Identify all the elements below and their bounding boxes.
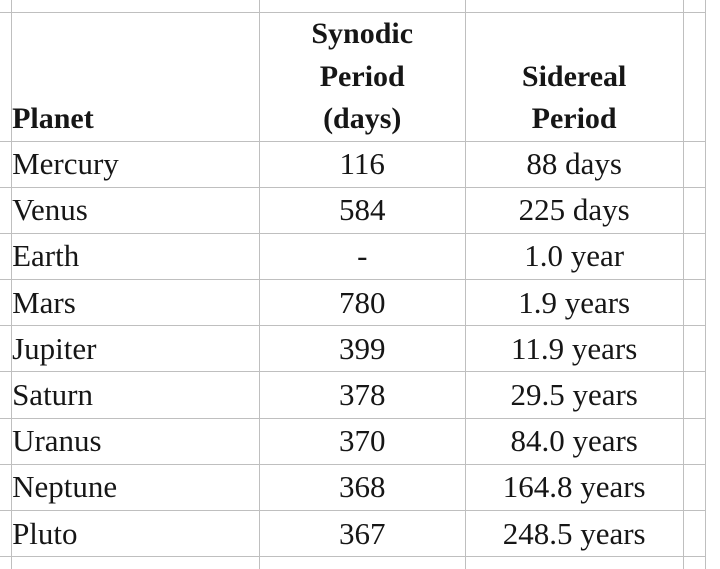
partial-row-bottom <box>0 556 707 569</box>
grid-cell-empty <box>0 0 13 13</box>
sidereal-period-cell: 88 days <box>464 140 684 188</box>
grid-cell-empty <box>682 325 707 373</box>
grid-cell-empty <box>11 556 260 569</box>
planet-cell: Mercury <box>11 140 260 188</box>
grid-cell-empty <box>0 556 13 569</box>
grid-cell-empty <box>682 12 707 142</box>
grid-cell-empty <box>11 0 260 13</box>
header-label-line: Sidereal <box>521 59 627 93</box>
grid-cell-empty <box>258 556 466 569</box>
sidereal-period-cell: 225 days <box>464 186 684 234</box>
header-label-line: Period <box>531 102 617 135</box>
grid-cell-empty <box>682 232 707 281</box>
grid-cell-empty <box>0 325 13 373</box>
synodic-period-cell: 367 <box>258 509 466 558</box>
grid-cell-empty <box>0 232 13 281</box>
grid-cell-empty <box>682 509 707 558</box>
sidereal-period-cell: 1.0 year <box>464 232 684 281</box>
grid-cell-empty <box>682 556 707 569</box>
grid-cell-empty <box>682 417 707 465</box>
grid-cell-empty <box>0 509 13 558</box>
planet-cell: Earth <box>11 232 260 281</box>
header-label-line: Period <box>319 59 405 93</box>
table-row-mercury: Mercury 116 88 days <box>0 140 707 188</box>
grid-cell-empty <box>464 0 684 13</box>
synodic-period-cell: 378 <box>258 371 466 419</box>
sidereal-period-cell: 1.9 years <box>464 279 684 327</box>
planet-cell: Pluto <box>11 509 260 558</box>
sidereal-period-cell: 11.9 years <box>464 325 684 373</box>
grid-cell-empty <box>0 186 13 234</box>
grid-cell-empty <box>682 140 707 188</box>
header-label-line: Synodic <box>311 17 414 50</box>
grid-cell-empty <box>682 371 707 419</box>
sidereal-period-cell: 164.8 years <box>464 463 684 512</box>
planet-cell: Neptune <box>11 463 260 512</box>
table-row-neptune: Neptune 368 164.8 years <box>0 463 707 512</box>
synodic-period-cell: - <box>258 232 466 281</box>
table-row-jupiter: Jupiter 399 11.9 years <box>0 325 707 373</box>
grid-cell-empty <box>0 463 13 512</box>
sidereal-period-cell: 84.0 years <box>464 417 684 465</box>
table-row-mars: Mars 780 1.9 years <box>0 279 707 327</box>
synodic-period-cell: 370 <box>258 417 466 465</box>
grid-cell-empty <box>464 556 684 569</box>
header-label: Planet <box>12 102 94 135</box>
planet-cell: Saturn <box>11 371 260 419</box>
synodic-period-cell: 399 <box>258 325 466 373</box>
grid-cell-empty <box>682 0 707 13</box>
planet-cell: Jupiter <box>11 325 260 373</box>
table-row-earth: Earth - 1.0 year <box>0 232 707 281</box>
sidereal-period-cell: 29.5 years <box>464 371 684 419</box>
synodic-period-cell: 368 <box>258 463 466 512</box>
planet-cell: Uranus <box>11 417 260 465</box>
synodic-period-cell: 780 <box>258 279 466 327</box>
sidereal-period-cell: 248.5 years <box>464 509 684 558</box>
grid-cell-empty <box>0 12 13 142</box>
grid-cell-empty <box>0 371 13 419</box>
grid-cell-empty <box>682 279 707 327</box>
column-header-synodic-period: Synodic Period (days) <box>258 12 466 142</box>
synodic-period-cell: 116 <box>258 140 466 188</box>
grid-cell-empty <box>0 140 13 188</box>
planet-cell: Mars <box>11 279 260 327</box>
column-header-planet: Planet <box>11 12 260 142</box>
grid-cell-empty <box>0 417 13 465</box>
table-row-pluto: Pluto 367 248.5 years <box>0 509 707 558</box>
grid-cell-empty <box>682 186 707 234</box>
header-label-line: (days) <box>323 102 402 135</box>
table-row-saturn: Saturn 378 29.5 years <box>0 371 707 419</box>
grid-cell-empty <box>258 0 466 13</box>
grid-cell-empty <box>0 279 13 327</box>
grid-cell-empty <box>682 463 707 512</box>
planet-cell: Venus <box>11 186 260 234</box>
table-row-uranus: Uranus 370 84.0 years <box>0 417 707 465</box>
synodic-period-cell: 584 <box>258 186 466 234</box>
table-row-venus: Venus 584 225 days <box>0 186 707 234</box>
header-row: Planet Synodic Period (days) Sidereal Pe… <box>0 12 707 142</box>
column-header-sidereal-period: Sidereal Period <box>464 12 684 142</box>
partial-row-top <box>0 0 707 13</box>
